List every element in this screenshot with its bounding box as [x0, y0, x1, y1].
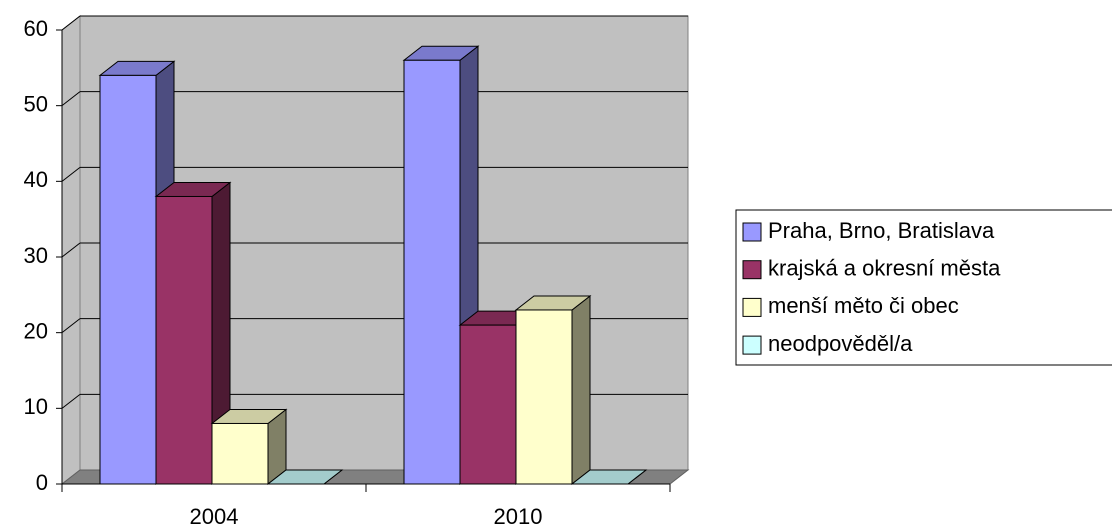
- bars: [98, 45, 648, 486]
- bar: [210, 408, 288, 486]
- y-tick-label: 0: [36, 470, 48, 495]
- bar: [154, 181, 232, 486]
- grid-line-side: [61, 91, 81, 107]
- bar-front: [211, 422, 269, 485]
- y-tick-label: 20: [24, 318, 48, 343]
- y-tick-label: 30: [24, 243, 48, 268]
- legend-label: krajská a okresní města: [768, 256, 1001, 281]
- legend-label: Praha, Brno, Bratislava: [768, 218, 995, 243]
- legend-swatch: [742, 297, 762, 317]
- bar: [514, 294, 592, 486]
- grid-line-side: [61, 393, 81, 409]
- axes: 0 10 20 30 40 50 60 2004 2010: [24, 16, 671, 528]
- bar-front: [155, 195, 213, 485]
- bar-front: [99, 74, 157, 485]
- legend-swatch: [742, 335, 762, 355]
- legend-swatch: [742, 260, 762, 280]
- legend-entries: Praha, Brno, Bratislava krajská a okresní…: [742, 218, 1001, 356]
- grid-line-side: [61, 166, 81, 182]
- y-tick-label: 10: [24, 394, 48, 419]
- y-tick-label: 40: [24, 167, 48, 192]
- grid-line-side: [61, 318, 81, 334]
- legend: [735, 209, 1112, 366]
- grid-line-side: [61, 15, 81, 31]
- bar-front: [403, 59, 461, 485]
- grid-line-side: [61, 242, 81, 258]
- bar-side: [571, 294, 591, 486]
- y-tick-label: 50: [24, 91, 48, 116]
- legend-label: neodpověděl/a: [768, 331, 913, 356]
- y-tick-label: 60: [24, 16, 48, 41]
- bar-front: [459, 324, 517, 485]
- x-tick-label: 2004: [190, 504, 239, 528]
- legend-label: menší měto či obec: [768, 293, 959, 318]
- bar: [570, 469, 648, 485]
- x-tick-label: 2010: [494, 504, 543, 528]
- legend-swatch: [742, 222, 762, 242]
- bar-front: [515, 309, 573, 485]
